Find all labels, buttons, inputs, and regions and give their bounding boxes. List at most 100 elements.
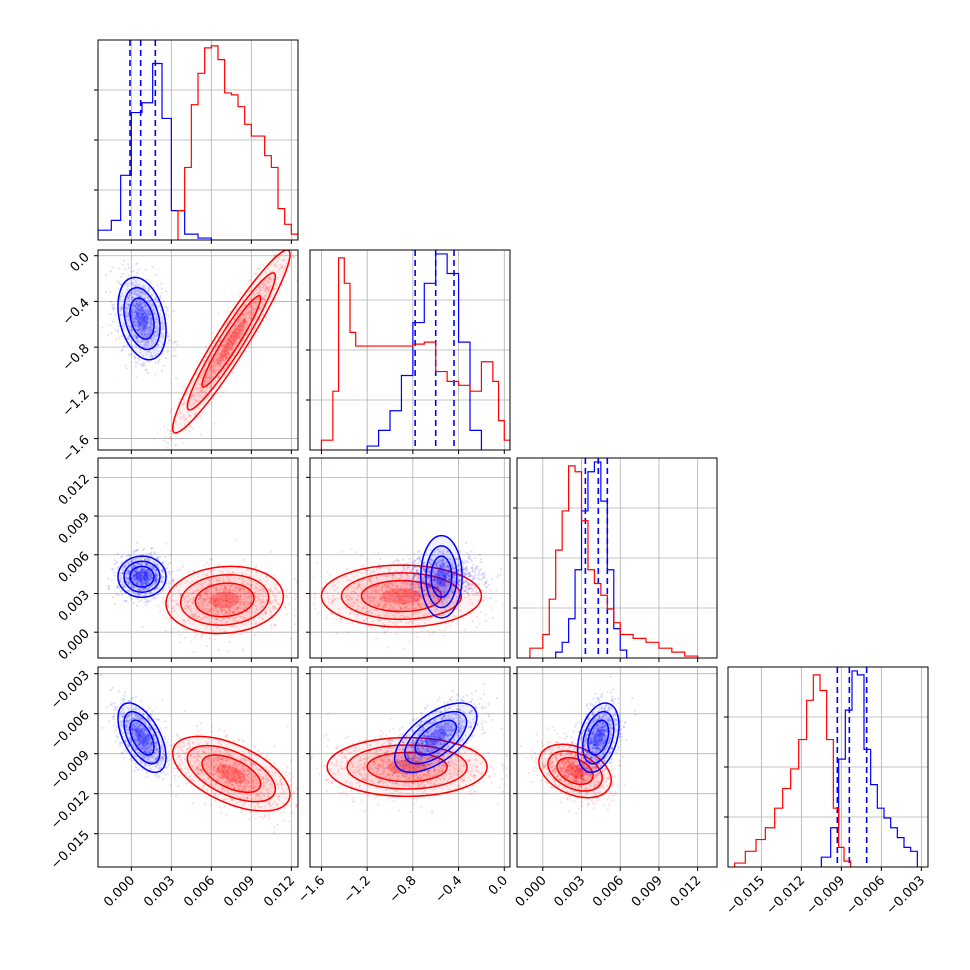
sample-point [142,330,145,333]
sample-point [256,268,259,271]
sample-point [141,625,144,628]
sample-point [135,311,138,314]
sample-point [285,244,287,246]
sample-point [409,578,412,581]
sample-point [282,258,285,262]
sample-point [122,322,126,325]
sample-point [127,306,130,310]
sample-point [140,303,143,306]
sample-point [202,369,206,372]
sample-point [149,313,152,316]
sample-point [236,320,239,324]
sample-point [169,561,172,564]
sample-point [156,344,159,348]
sample-point [161,590,165,593]
sample-point [133,320,136,323]
sample-point [145,463,147,465]
sample-point [137,323,140,326]
sample-point [242,323,245,326]
sample-point [136,336,139,339]
sample-point [198,375,201,378]
sample-point [243,592,246,596]
sample-point [168,585,171,588]
sample-point [133,293,136,296]
sample-point [199,390,202,393]
sample-point [135,335,138,338]
sample-point [232,330,236,333]
sample-point [134,310,137,313]
sample-point [188,607,191,610]
sample-point [220,352,223,355]
sample-point [147,329,150,332]
sample-point [143,317,146,320]
sample-point [146,331,149,334]
sample-point [131,316,134,319]
sample-point [134,290,138,293]
sample-point [157,343,160,346]
sample-point [136,304,140,308]
panel-1-0: −1.6−1.2−0.8−0.40.0 [60,244,299,466]
sample-point [139,351,142,354]
sample-point [226,321,229,324]
sample-point [221,605,224,608]
sample-point [227,343,230,346]
sample-point [267,287,271,290]
sample-point [135,328,138,331]
sample-point [288,591,291,594]
sample-point [154,312,157,316]
sample-point [132,310,135,313]
sample-point [129,330,132,333]
sample-point [137,600,141,603]
sample-point [350,547,353,551]
sample-point [119,283,122,286]
histogram-step [320,257,510,450]
sample-point [189,614,192,617]
sample-point [236,312,239,316]
sample-point [284,264,287,267]
sample-point [144,324,147,327]
sample-point [182,564,185,567]
sample-point [187,421,190,424]
sample-point [113,574,116,577]
sample-point [428,630,431,634]
sample-point [208,637,211,640]
y-tick-label: 0.006 [56,549,93,586]
sample-point [143,311,146,314]
sample-point [143,304,146,307]
sample-point [208,597,211,600]
sample-point [114,603,117,606]
sample-point [144,327,147,330]
sample-point [445,625,448,629]
sample-point [117,324,120,328]
sample-point [230,335,233,338]
sample-point [139,302,142,305]
sample-point [379,567,382,570]
sample-point [265,288,268,291]
sample-point [149,299,152,302]
sample-point [146,312,149,315]
sample-point [239,632,243,636]
sample-point [149,351,152,354]
sample-point [232,341,235,344]
sample-point [151,355,154,358]
sample-point [136,328,139,331]
sample-point [150,318,153,322]
sample-point [135,323,138,326]
sample-point [262,298,265,301]
sample-point [133,310,136,314]
sample-point [178,398,182,401]
sample-point [170,438,173,442]
sample-point [195,399,198,403]
sample-point [231,336,234,339]
sample-point [205,376,208,379]
sample-point [136,338,139,341]
sample-point [140,313,143,316]
sample-point [263,294,266,298]
sample-point [162,326,165,329]
sample-point [146,308,149,311]
sample-point [123,344,126,348]
sample-point [463,558,466,562]
sample-point [109,270,113,273]
sample-point [217,353,220,356]
sample-point [151,356,154,359]
